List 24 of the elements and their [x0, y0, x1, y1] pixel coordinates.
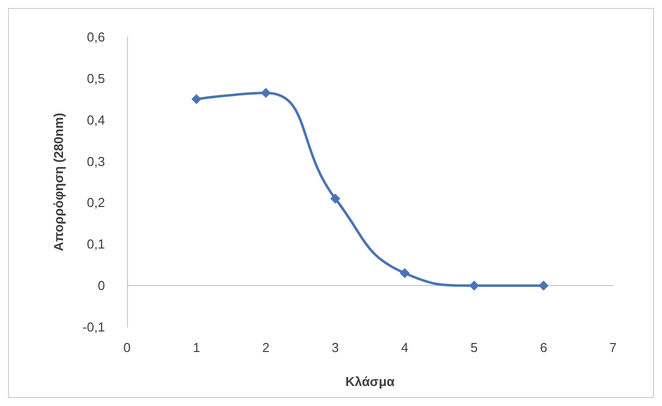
y-tick-label: 0,2 — [86, 195, 105, 210]
x-tick-label: 3 — [332, 340, 339, 355]
y-axis-title: Απορρόφηση (280nm) — [51, 112, 66, 252]
point — [330, 194, 340, 204]
x-tick-label: 6 — [540, 340, 548, 355]
y-tick-label: 0,6 — [86, 30, 105, 44]
y-tick-label: 0,1 — [86, 236, 105, 252]
point — [400, 268, 410, 278]
point — [538, 280, 549, 291]
y-tick-label: 0 — [98, 278, 105, 294]
y-tick-label: 0,3 — [86, 154, 105, 169]
y-tick-label: 0,5 — [86, 70, 105, 86]
x-tick-label: 7 — [609, 340, 617, 355]
point — [260, 88, 271, 98]
x-tick-label: 2 — [262, 340, 270, 355]
point — [191, 94, 202, 104]
point — [469, 280, 480, 291]
x-tick-label: 1 — [192, 340, 200, 355]
x-axis-title: Κλάσμα — [345, 374, 395, 389]
y-tick-label: 0,4 — [86, 112, 105, 128]
x-tick-label: 0 — [123, 340, 131, 355]
x-tick-label: 4 — [401, 340, 408, 355]
x-tick-label: 5 — [470, 340, 478, 355]
y-tick-label: -0,1 — [82, 320, 105, 334]
